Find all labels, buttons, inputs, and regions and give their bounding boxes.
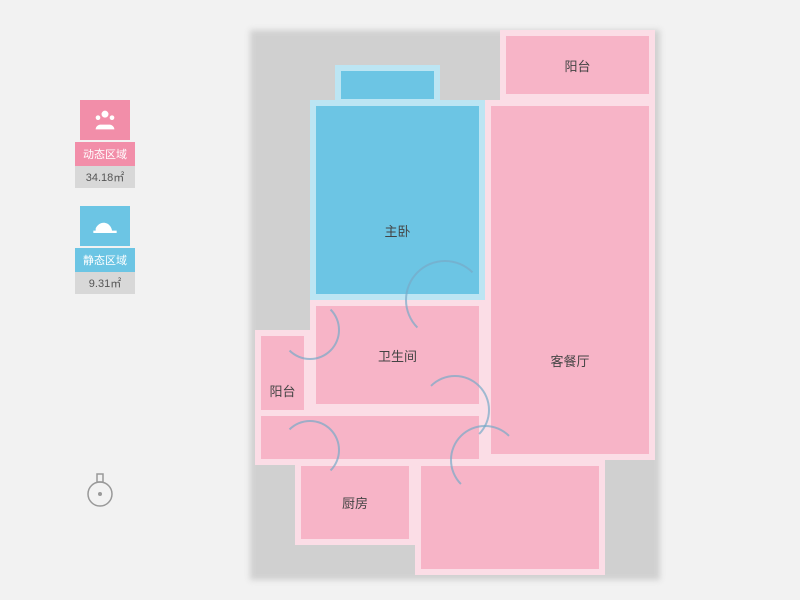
room-label-master-bed: 主卧 [384, 221, 410, 240]
legend-label-static: 静态区域 [75, 248, 135, 272]
room-kitchen: 厨房 [295, 460, 415, 545]
room-living-dining: 客餐厅 [485, 100, 655, 460]
legend-label-dynamic: 动态区域 [75, 142, 135, 166]
room-label-bathroom: 卫生间 [378, 346, 417, 365]
legend-value-dynamic: 34.18㎡ [75, 166, 135, 188]
people-icon [80, 100, 130, 140]
legend-item-dynamic: 动态区域 34.18㎡ [70, 100, 140, 188]
room-label-living-dining: 客餐厅 [550, 351, 589, 370]
room-label-balcony-top: 阳台 [564, 56, 590, 75]
room-living-ext [415, 460, 605, 575]
room-balcony-top: 阳台 [500, 30, 655, 100]
room-label-kitchen: 厨房 [342, 493, 368, 512]
room-bedroom-top [335, 65, 440, 105]
legend-panel: 动态区域 34.18㎡ 静态区域 9.31㎡ [70, 100, 140, 312]
room-label-balcony-left: 阳台 [269, 381, 295, 400]
legend-value-static: 9.31㎡ [75, 272, 135, 294]
legend-item-static: 静态区域 9.31㎡ [70, 206, 140, 294]
compass-icon [80, 470, 120, 510]
floorplan: 阳台客餐厅主卧卫生间阳台厨房 [235, 30, 655, 575]
sleep-icon [80, 206, 130, 246]
